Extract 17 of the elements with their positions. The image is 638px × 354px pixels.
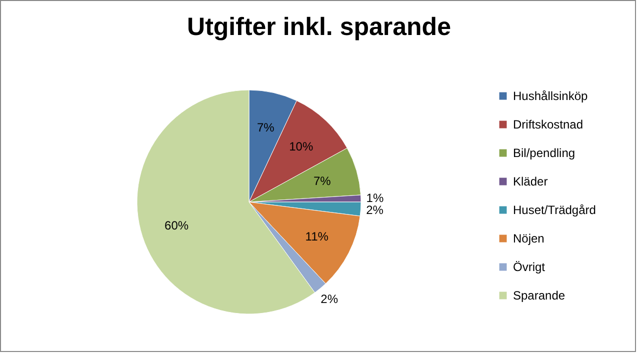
legend-label: Kläder <box>513 174 548 188</box>
legend-label: Driftskostnad <box>513 118 584 132</box>
data-label: 2% <box>320 292 338 306</box>
data-label: 10% <box>289 139 314 154</box>
legend-label: Huset/Trädgård <box>513 203 596 217</box>
legend-label: Sparande <box>513 288 566 302</box>
chart-title: Utgifter inkl. sparande <box>187 13 452 42</box>
data-label: 2% <box>366 202 384 217</box>
data-label: 11% <box>305 230 329 244</box>
legend-label: Nöjen <box>513 232 544 246</box>
data-label: 7% <box>313 174 332 188</box>
data-label: 60% <box>164 218 189 233</box>
legend-label: Hushållsinköp <box>513 89 588 103</box>
data-label: 1% <box>366 191 384 206</box>
legend-label: Bil/pendling <box>513 146 576 160</box>
data-label: 7% <box>256 120 275 135</box>
legend-label: Övrigt <box>513 260 546 274</box>
